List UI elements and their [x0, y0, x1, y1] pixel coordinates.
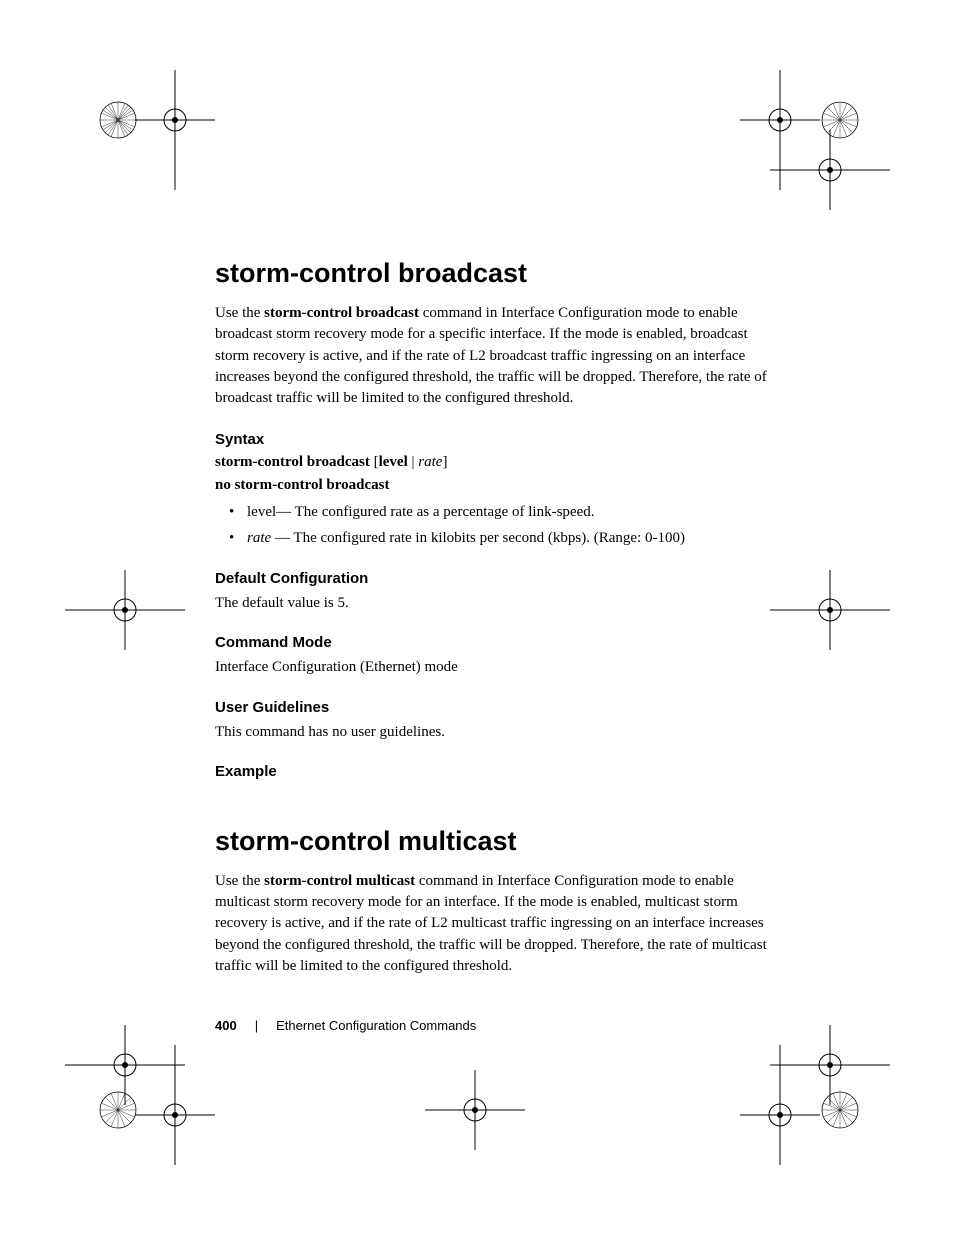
regmark-bot-center-cross	[425, 1070, 515, 1160]
bullet-rate-italic: rate	[247, 530, 271, 546]
syntax-kw1: storm-control broadcast	[215, 454, 370, 470]
default-config-label: Default Configuration	[215, 570, 785, 587]
heading-storm-control-broadcast: storm-control broadcast	[215, 258, 785, 289]
regmark-bot-right-cross2	[770, 1025, 860, 1115]
bullet-level: level— The configured rate as a percenta…	[247, 502, 785, 524]
page-footer: 400 | Ethernet Configuration Commands	[215, 1018, 785, 1033]
bullet-rate-text: — The configured rate in kilobits per se…	[271, 530, 685, 546]
command-mode-block: Command Mode Interface Configuration (Et…	[215, 634, 785, 678]
syntax-italic: rate	[418, 454, 442, 470]
footer-separator: |	[255, 1018, 258, 1033]
desc-broadcast: Use the storm-control broadcast command …	[215, 303, 785, 409]
syntax-mid1: [	[370, 454, 379, 470]
command-mode-text: Interface Configuration (Ethernet) mode	[215, 657, 785, 678]
syntax-kw2: level	[379, 454, 408, 470]
bullet-rate: rate — The configured rate in kilobits p…	[247, 528, 785, 550]
guidelines-block: User Guidelines This command has no user…	[215, 699, 785, 743]
desc-multicast: Use the storm-control multicast command …	[215, 871, 785, 977]
desc2-bold: storm-control multicast	[264, 873, 415, 889]
regmark-bot-left-cross2	[135, 1045, 225, 1135]
syntax-mid2: |	[408, 454, 419, 470]
example-label: Example	[215, 763, 785, 780]
syntax-line-1: storm-control broadcast [level | rate]	[215, 454, 785, 471]
guidelines-text: This command has no user guidelines.	[215, 722, 785, 743]
syntax-line-2: no storm-control broadcast	[215, 477, 785, 494]
chapter-title: Ethernet Configuration Commands	[276, 1018, 476, 1033]
regmark-top-left-cross	[135, 70, 225, 160]
desc-pre: Use the	[215, 305, 264, 321]
example-block: Example	[215, 763, 785, 780]
bullet-level-text: level— The configured rate as a percenta…	[247, 504, 594, 520]
default-config-block: Default Configuration The default value …	[215, 570, 785, 614]
syntax-bullets: level— The configured rate as a percenta…	[215, 502, 785, 550]
command-mode-label: Command Mode	[215, 634, 785, 651]
regmark-top-right-cross2	[770, 130, 860, 220]
page-number: 400	[215, 1018, 237, 1033]
desc-bold: storm-control broadcast	[264, 305, 419, 321]
syntax-end: ]	[442, 454, 447, 470]
syntax-label: Syntax	[215, 431, 785, 448]
default-config-text: The default value is 5.	[215, 593, 785, 614]
page-content: storm-control broadcast Use the storm-co…	[215, 258, 785, 999]
syntax-block: Syntax storm-control broadcast [level | …	[215, 431, 785, 550]
guidelines-label: User Guidelines	[215, 699, 785, 716]
heading-storm-control-multicast: storm-control multicast	[215, 826, 785, 857]
regmark-mid-left-cross	[65, 570, 155, 660]
desc2-pre: Use the	[215, 873, 264, 889]
